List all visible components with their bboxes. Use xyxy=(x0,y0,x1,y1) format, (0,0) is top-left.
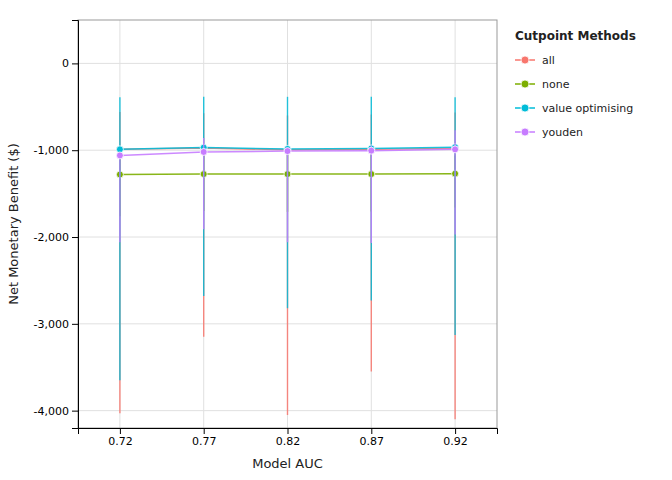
y-axis-title: Net Monetary Benefit ($) xyxy=(6,143,21,305)
legend-label: value optimising xyxy=(542,102,633,115)
y-tick: -1,000 xyxy=(34,144,78,157)
x-axis-title: Model AUC xyxy=(252,456,323,471)
legend-label: youden xyxy=(542,126,583,139)
x-axis: 0.72 0.77 0.82 0.87 0.92 xyxy=(79,428,498,448)
x-grid-line xyxy=(455,20,456,428)
error-bar xyxy=(119,154,120,242)
error-bar xyxy=(287,149,288,242)
x-tick-label: 0.87 xyxy=(360,435,385,448)
x-tick-label: 0.92 xyxy=(443,435,468,448)
x-tick-label: 0.82 xyxy=(276,435,301,448)
error-bar xyxy=(371,97,372,301)
y-tick-mark xyxy=(72,411,78,412)
legend-label: all xyxy=(542,54,555,67)
x-tick-mark xyxy=(288,428,289,434)
legend-label: none xyxy=(542,78,570,91)
x-tick-label: 0.72 xyxy=(108,435,132,448)
x-grid-line xyxy=(203,20,204,428)
y-tick-mark xyxy=(72,237,78,238)
plot-frame xyxy=(78,20,497,428)
y-tick-mark xyxy=(72,150,78,151)
y-tick: -4,000 xyxy=(34,405,78,418)
legend-swatch xyxy=(521,128,529,136)
y-grid-line xyxy=(78,63,497,64)
y-tick: -3,000 xyxy=(34,318,78,331)
x-tick-mark xyxy=(455,428,456,434)
legend-item: none xyxy=(515,78,570,91)
x-grid-line xyxy=(287,20,288,428)
x-tick: 0.82 xyxy=(276,428,301,448)
series xyxy=(116,97,458,380)
y-tick-mark xyxy=(72,324,78,325)
chart: 0.72 0.77 0.82 0.87 0.92 -4,000 -3,000 -2,000 -1… xyxy=(0,0,672,480)
grid xyxy=(78,20,497,428)
legend-item: youden xyxy=(515,126,583,139)
y-axis: -4,000 -3,000 -2,000 -1,000 0 xyxy=(34,21,79,429)
legend-item: all xyxy=(515,54,555,67)
x-grid-line xyxy=(371,20,372,428)
y-tick-label: 0 xyxy=(62,57,69,70)
error-bar xyxy=(119,97,120,380)
x-axis-line xyxy=(79,429,498,435)
legend-swatch xyxy=(521,80,529,88)
data-point xyxy=(368,147,375,154)
y-axis-line xyxy=(72,21,79,429)
error-bar xyxy=(371,146,372,243)
x-tick: 0.77 xyxy=(192,428,217,448)
plot-area: 0.72 0.77 0.82 0.87 0.92 -4,000 -3,000 -2,000 -1… xyxy=(34,20,498,448)
y-tick-label: -1,000 xyxy=(34,144,69,157)
y-tick: -2,000 xyxy=(34,231,78,244)
marks xyxy=(116,97,458,419)
series xyxy=(116,130,458,243)
x-grid-line xyxy=(119,20,120,428)
legend-item: value optimising xyxy=(515,102,633,115)
data-point xyxy=(200,148,207,155)
y-tick-label: -2,000 xyxy=(34,231,69,244)
x-tick-mark xyxy=(204,428,205,434)
legend-swatch xyxy=(521,56,529,64)
y-tick-mark xyxy=(72,63,78,64)
y-tick: 0 xyxy=(62,57,78,70)
data-point xyxy=(452,146,459,153)
error-bar xyxy=(287,97,288,308)
data-point xyxy=(284,148,291,155)
x-tick: 0.87 xyxy=(360,428,385,448)
legend-swatch xyxy=(521,104,529,112)
legend-title: Cutpoint Methods xyxy=(515,29,636,43)
x-tick-label: 0.77 xyxy=(192,435,217,448)
error-bar xyxy=(203,97,204,296)
x-tick-mark xyxy=(120,428,121,434)
y-tick-label: -4,000 xyxy=(34,405,69,418)
error-bar xyxy=(203,113,204,337)
legend: Cutpoint Methods all none value optimising y… xyxy=(515,29,636,139)
x-tick: 0.92 xyxy=(443,428,468,448)
y-tick-label: -3,000 xyxy=(34,318,69,331)
error-bar xyxy=(454,97,455,335)
x-tick-mark xyxy=(371,428,372,434)
x-tick: 0.72 xyxy=(108,428,132,448)
data-point xyxy=(116,152,123,159)
